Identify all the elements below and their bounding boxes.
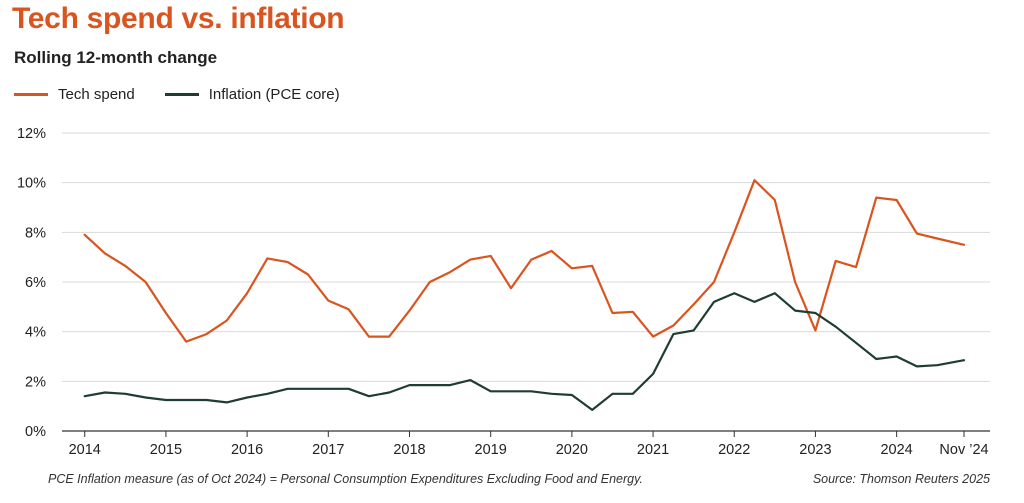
x-tick-label: 2014 xyxy=(69,442,101,458)
source-note: Source: Thomson Reuters 2025 xyxy=(812,472,990,486)
series-line-tech-spend xyxy=(83,179,966,343)
y-tick-label: 10% xyxy=(17,176,46,192)
x-tick-label: 2018 xyxy=(393,442,425,458)
x-tick-label: 2022 xyxy=(718,442,750,458)
legend-item-tech-spend: Tech spend xyxy=(14,86,135,103)
x-tick-label: 2023 xyxy=(799,442,831,458)
chart-legend: Tech spend Inflation (PCE core) xyxy=(14,86,370,103)
legend-swatch-inflation xyxy=(164,93,199,96)
x-tick-label: 2019 xyxy=(475,442,507,458)
series-line-inflation xyxy=(83,292,966,411)
chart-title: Tech spend vs. inflation xyxy=(12,2,345,35)
footnote: PCE Inflation measure (as of Oct 2024) =… xyxy=(48,472,643,486)
legend-label-tech-spend: Tech spend xyxy=(58,86,135,103)
y-tick-label: 4% xyxy=(25,325,46,341)
y-tick-label: 0% xyxy=(25,424,46,440)
x-tick-label: 2021 xyxy=(637,442,669,458)
x-tick-label: 2015 xyxy=(150,442,182,458)
y-tick-label: 8% xyxy=(25,225,46,241)
x-tick-label: 2024 xyxy=(880,442,912,458)
y-tick-label: 2% xyxy=(25,374,46,390)
legend-label-inflation: Inflation (PCE core) xyxy=(208,86,340,103)
legend-item-inflation: Inflation (PCE core) xyxy=(164,86,340,103)
x-tick-label: Nov ’24 xyxy=(939,442,988,458)
y-tick-label: 6% xyxy=(25,275,46,291)
x-tick-label: 2017 xyxy=(312,442,344,458)
x-tick-label: 2016 xyxy=(231,442,263,458)
x-tick-label: 2020 xyxy=(556,442,588,458)
chart-subtitle: Rolling 12-month change xyxy=(14,48,218,67)
y-tick-label: 12% xyxy=(17,126,46,142)
legend-swatch-tech-spend xyxy=(14,93,48,96)
